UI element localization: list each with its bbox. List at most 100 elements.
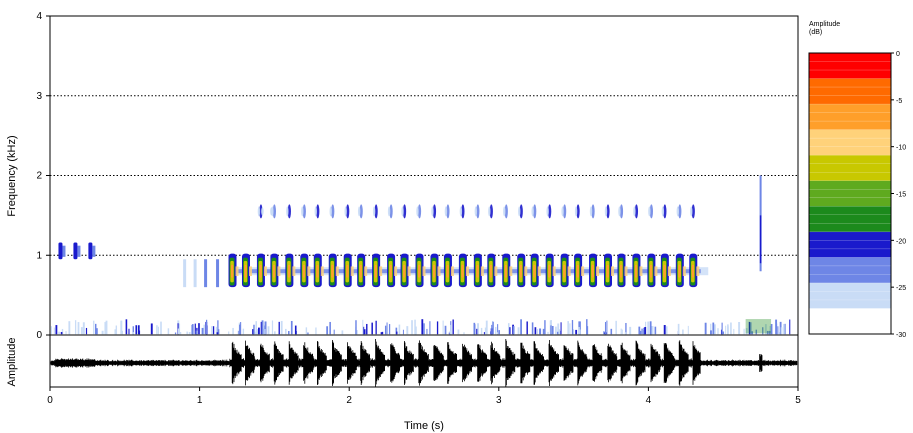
main-pulse-trail [667, 266, 671, 276]
main-pulse-trail [624, 266, 628, 276]
harmonic-pulse-halo [257, 206, 261, 217]
colorbar-swatch [809, 206, 891, 233]
early-chirp-halo [77, 245, 81, 257]
colorbar-tick-label: -25 [896, 285, 906, 292]
harmonic-pulse [272, 204, 276, 219]
harmonic-pulse [316, 204, 320, 219]
main-pulse-core [691, 264, 695, 278]
main-pulse-trail [422, 266, 426, 276]
main-pulse-trail [682, 266, 686, 276]
main-pulse-core [446, 264, 449, 278]
harmonic-pulse [417, 204, 422, 219]
early-chirp-halo [92, 245, 96, 257]
main-pulse-core [231, 264, 234, 278]
main-pulse-trail [567, 266, 571, 276]
main-pulse-core [259, 264, 262, 278]
onset-pulse [204, 259, 208, 288]
main-pulse-trail [364, 266, 368, 276]
harmonic-pulse [678, 204, 682, 219]
main-pulse-core [389, 264, 392, 278]
y-axis-label: Frequency (kHz) [6, 135, 18, 216]
main-pulse-core [504, 264, 508, 278]
harmonic-pulse-halo [531, 206, 534, 217]
colorbar-swatch [809, 53, 891, 80]
harmonic-pulse [504, 204, 508, 219]
harmonic-pulse-halo [546, 206, 549, 217]
main-pulse-trail [596, 266, 600, 276]
main-pulse-trail [292, 266, 296, 276]
main-pulse-core [418, 264, 421, 278]
early-chirp-halo [62, 245, 66, 257]
main-pulse-core [287, 264, 291, 278]
main-pulse-core [619, 264, 623, 278]
colorbar-swatch [809, 308, 891, 335]
harmonic-pulse-halo [474, 206, 478, 217]
main-pulse-trail [320, 266, 324, 276]
colorbar-title: Amplitude [809, 21, 840, 28]
main-pulse-core [432, 264, 436, 278]
main-pulse-core [272, 264, 276, 278]
main-pulse-trail [509, 266, 513, 276]
harmonic-pulse [476, 204, 480, 219]
main-pulse-trail [581, 266, 585, 276]
harmonic-pulse-halo [633, 206, 636, 217]
x-tick-label: 3 [496, 395, 502, 406]
y-tick-label: 4 [36, 11, 42, 22]
colorbar-swatch [809, 257, 891, 284]
harmonic-pulse [331, 204, 335, 219]
main-pulse-core [563, 264, 566, 278]
main-pulse-trail [263, 266, 267, 276]
harmonic-pulse [591, 204, 595, 219]
main-pulse-core [316, 264, 319, 278]
harmonic-pulse [402, 204, 407, 219]
harmonic-pulse [548, 204, 552, 219]
main-pulse-trail [307, 266, 311, 276]
x-tick-label: 2 [346, 395, 352, 406]
harmonic-pulse-halo [574, 206, 578, 217]
harmonic-faint [270, 207, 273, 216]
harmonic-pulse [446, 204, 450, 219]
main-pulse-core [649, 264, 653, 278]
x-tick-label: 0 [47, 395, 53, 406]
harmonic-pulse-halo [676, 206, 680, 217]
main-pulse-trail [437, 266, 441, 276]
harmonic-pulse-halo [301, 206, 304, 217]
harmonic-pulse-halo [648, 206, 651, 217]
main-pulse-core [606, 264, 609, 278]
main-pulse-core [346, 264, 349, 278]
main-pulse-core [533, 264, 536, 278]
harmonic-pulse [489, 204, 493, 219]
harmonic-pulse [691, 204, 695, 219]
harmonic-pulse [563, 204, 567, 219]
early-chirp [58, 242, 63, 260]
onset-pulse [183, 259, 187, 288]
colorbar-tick-label: -30 [896, 332, 906, 339]
harmonic-pulse-halo [387, 206, 391, 217]
main-pulse-core [331, 264, 334, 278]
harmonic-pulse [389, 204, 393, 219]
main-pulse-trail [494, 266, 498, 276]
oscillogram-waveform [50, 339, 798, 387]
harmonic-pulse-halo [518, 206, 521, 217]
colorbar-tick-label: -15 [896, 192, 906, 199]
harmonic-pulse-halo [344, 206, 347, 217]
y-tick-label: 0 [36, 330, 42, 341]
harmonic-pulse-halo [604, 206, 608, 217]
harmonic-pulse [576, 204, 580, 219]
main-pulse-trail [394, 266, 398, 276]
main-pulse-core [461, 264, 464, 278]
main-pulse-trail [552, 266, 556, 276]
harmonic-faint [261, 207, 264, 216]
harmonic-pulse-halo [589, 206, 593, 217]
main-pulse-core [519, 264, 523, 278]
early-chirp [88, 242, 93, 260]
colorbar-title: (dB) [809, 29, 822, 36]
colorbar-tick-label: -20 [896, 238, 906, 245]
harmonic-pulse-halo [314, 206, 317, 217]
harmonic-pulse-halo [444, 206, 448, 217]
harmonic-pulse-halo [690, 206, 693, 217]
main-pulse-core [634, 264, 638, 278]
main-pulse-trail [696, 266, 700, 276]
harmonic-pulse [533, 204, 537, 219]
